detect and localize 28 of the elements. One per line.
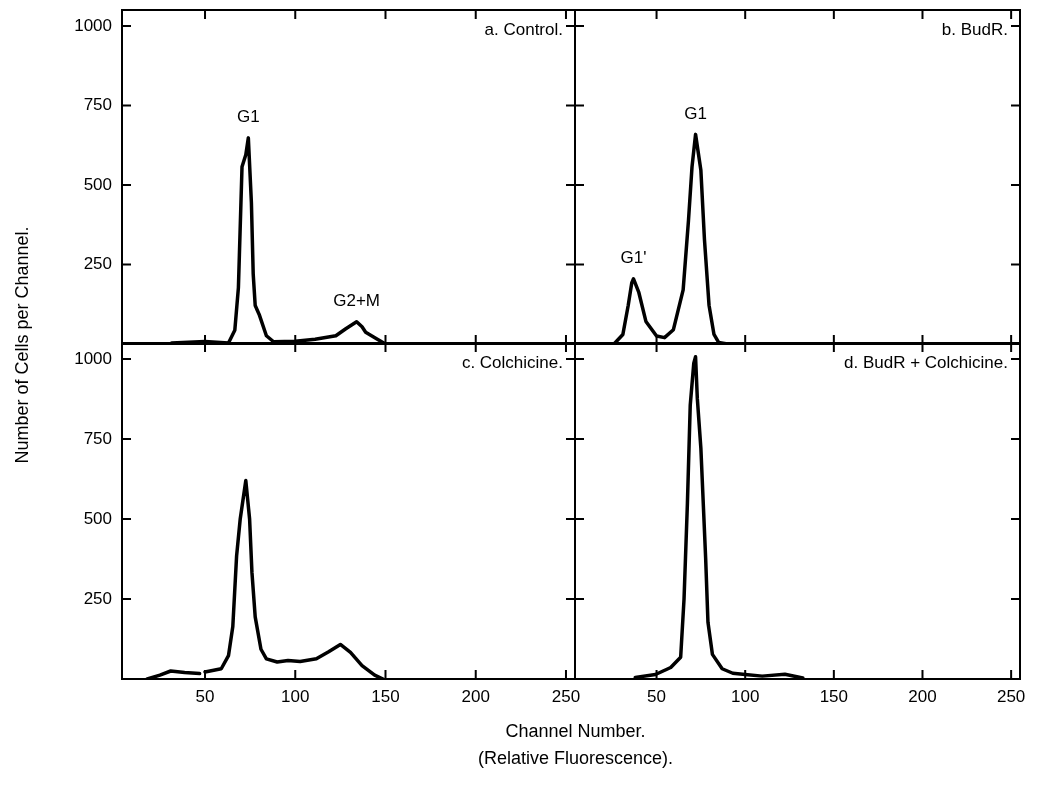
text: d. BudR + Colchicine.	[844, 353, 1008, 373]
x-tick-label: 200	[461, 686, 490, 706]
x-tick-label: 250	[551, 686, 581, 706]
annotation: G1	[684, 103, 707, 123]
y-tick-label: 250	[83, 254, 112, 274]
y-axis-title: Number of Cells per Channel.	[11, 226, 33, 464]
annotation: G2+M	[333, 290, 381, 310]
y-tick-label: 1000	[74, 15, 112, 35]
y-tick-label: 750	[83, 428, 112, 448]
x-tick-label: 50	[647, 686, 667, 706]
x-tick-label: 100	[731, 686, 760, 706]
x-tick-label: 150	[371, 686, 400, 706]
annotation: G1'	[620, 247, 647, 267]
y-tick-label: 500	[83, 174, 112, 194]
text: a. Control.	[484, 20, 563, 40]
x-tick-label: 100	[281, 686, 310, 706]
x-axis-title: Channel Number. (Relative Fluorescence).	[476, 720, 675, 770]
x-tick-label: 150	[819, 686, 849, 706]
x-tick-label: 250	[996, 686, 1026, 706]
y-tick-label: 1000	[74, 348, 112, 368]
y-tick-label: 500	[83, 508, 112, 528]
x-tick-label: 200	[908, 686, 937, 706]
text: b. BudR.	[941, 20, 1008, 40]
annotation: G1	[236, 107, 260, 127]
x-tick-label: 50	[195, 686, 215, 706]
y-tick-label: 750	[83, 95, 112, 115]
text: c. Colchicine.	[461, 353, 563, 373]
y-tick-label: 250	[83, 588, 112, 608]
